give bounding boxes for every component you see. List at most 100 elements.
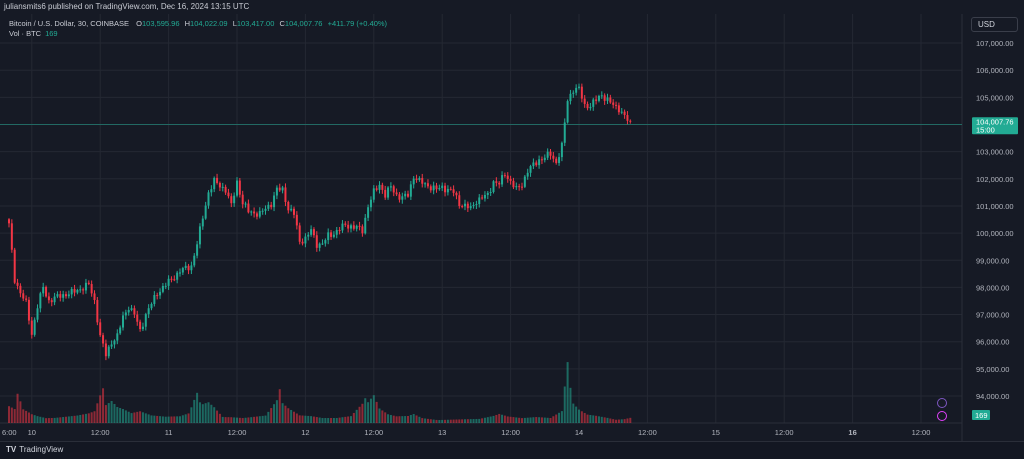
volume-bar (287, 408, 290, 423)
volume-bar (586, 414, 589, 423)
candle-body (364, 217, 367, 234)
time-tick-label: 11 (165, 428, 173, 437)
time-tick-label: 13 (438, 428, 446, 437)
candle-body (404, 193, 407, 197)
volume-bar (127, 411, 130, 423)
candle-body (478, 197, 481, 205)
volume-bar (76, 415, 79, 423)
candle-body (310, 229, 313, 235)
volume-bar (39, 416, 42, 423)
candle-body (216, 177, 219, 183)
volume-bar (107, 403, 110, 423)
volume-bar (597, 416, 600, 423)
candle-body (8, 219, 10, 224)
volume-bar (475, 418, 478, 423)
volume-bar (486, 417, 489, 423)
volume-bar (387, 414, 390, 423)
volume-bar (213, 407, 216, 423)
currency-button[interactable]: USD (971, 17, 1018, 32)
volume-bar (210, 404, 213, 423)
candle-body (566, 101, 569, 123)
candle-body (563, 122, 566, 143)
candle-body (267, 204, 270, 209)
candle-body (378, 184, 381, 190)
candle-body (532, 162, 535, 167)
candle-body (338, 230, 341, 232)
volume-bar (110, 401, 113, 423)
volume-bar (150, 415, 153, 423)
candle-body (39, 293, 42, 309)
volume-bar (161, 416, 164, 423)
candle-body (307, 234, 310, 237)
volume-bar (338, 417, 341, 423)
volume-bar (506, 416, 509, 423)
candle-body (198, 226, 201, 245)
candle-body (398, 194, 401, 200)
candle-body (193, 255, 196, 266)
candle-body (247, 203, 250, 213)
candle-body (466, 203, 469, 209)
volume-bar (512, 417, 515, 423)
volume-bar (153, 415, 156, 423)
volume-bar (190, 407, 193, 423)
candle-body (617, 105, 620, 113)
volume-bar (432, 419, 435, 423)
candle-body (472, 204, 475, 207)
price-tick-label: 102,000.00 (976, 175, 1014, 184)
candle-body (572, 92, 575, 94)
candle-body (606, 97, 609, 101)
volume-bar (84, 413, 87, 423)
volume-bar (113, 404, 116, 423)
volume-bar (119, 408, 122, 423)
price-chart[interactable]: 107,000.00106,000.00105,000.00104,000.00… (0, 0, 1024, 441)
volume-bar (196, 392, 199, 423)
volume-bar (606, 417, 609, 423)
candle-body (538, 159, 541, 166)
volume-bar (492, 415, 495, 423)
volume-bar (8, 406, 10, 423)
candle-body (312, 229, 315, 236)
tradingview-logo[interactable]: TV TradingView (6, 445, 63, 454)
open-label: O (136, 19, 142, 28)
candle-body (238, 180, 241, 195)
candle-body (204, 205, 207, 219)
candle-body (161, 285, 164, 292)
event-marker-icon[interactable] (937, 398, 947, 408)
volume-bar (552, 416, 555, 423)
lightning-event-icon[interactable] (937, 411, 947, 421)
close-value: 104,007.76 (284, 19, 323, 28)
candle-body (586, 103, 589, 109)
candle-body (515, 186, 518, 188)
candle-body (615, 104, 618, 106)
candle-body (595, 99, 598, 101)
candle-body (207, 192, 210, 206)
candle-body (578, 86, 580, 88)
time-tick-label: 12 (301, 428, 309, 437)
candle-body (389, 186, 392, 188)
volume-bar (592, 415, 595, 423)
candle-body (218, 182, 221, 188)
volume-bar (424, 418, 427, 423)
volume-bar (469, 419, 472, 423)
volume-bar (418, 416, 421, 423)
candle-body (475, 204, 478, 206)
volume-bar (515, 417, 518, 423)
close-label: C (279, 19, 285, 28)
candle-body (375, 188, 378, 190)
candle-body (19, 285, 22, 294)
candle-body (301, 241, 304, 244)
footer-bar: TV TradingView (0, 441, 1024, 459)
candle-body (255, 213, 258, 217)
volume-bar (93, 411, 96, 423)
volume-bar (218, 413, 221, 423)
volume-bar (62, 417, 65, 423)
candle-body (236, 180, 238, 196)
price-tick-label: 97,000.00 (976, 311, 1009, 320)
candle-body (506, 175, 509, 179)
candle-body (153, 295, 156, 304)
candle-body (258, 211, 261, 217)
candle-body (241, 194, 244, 205)
volume-bar (526, 417, 529, 423)
volume-bar (264, 415, 267, 423)
candle-body (315, 235, 318, 248)
